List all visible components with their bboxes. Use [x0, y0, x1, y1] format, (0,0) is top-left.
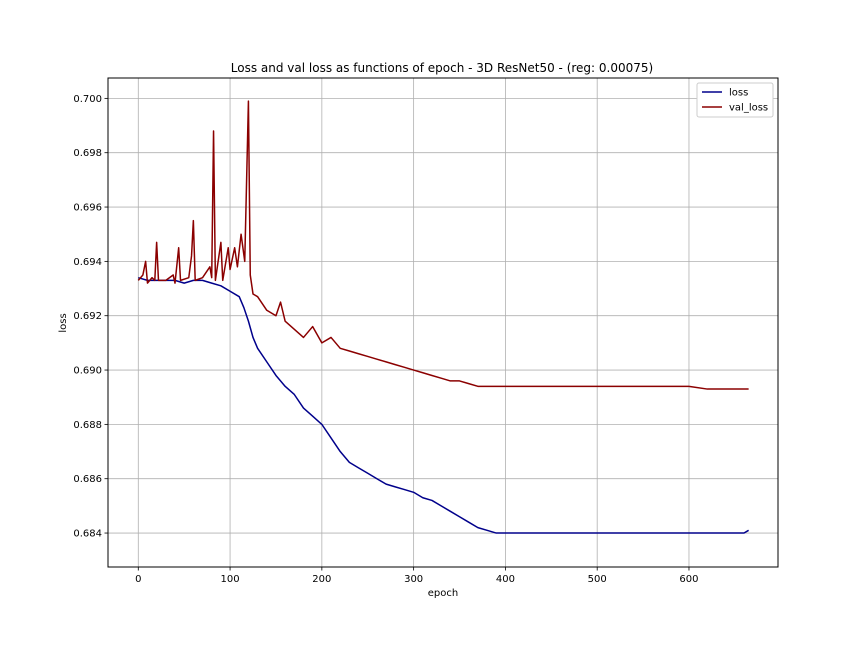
x-tick-label: 300	[404, 574, 423, 585]
x-tick-label: 0	[135, 574, 141, 585]
plot-frame	[107, 77, 779, 568]
y-tick-label: 0.700	[73, 94, 102, 105]
series-line-val-loss	[137, 100, 749, 390]
y-axis: 0.684 0.686 0.688 0.690 0.692 0.694 0.696 0.698…	[73, 94, 108, 540]
x-axis-title: epoch	[428, 588, 458, 599]
y-tick-label: 0.686	[73, 474, 102, 485]
x-axis: 0 100 200 300 400 500 600	[135, 567, 699, 585]
series-layer	[137, 100, 750, 534]
x-tick-label: 500	[588, 574, 607, 585]
chart-title: Loss and val loss as functions of epoch …	[231, 61, 653, 75]
y-tick-label: 0.692	[73, 311, 102, 322]
legend-label-val-loss: val_loss	[729, 103, 768, 114]
y-tick-label: 0.696	[73, 203, 102, 214]
x-tick-label: 200	[312, 574, 331, 585]
y-tick-label: 0.694	[73, 257, 102, 268]
y-axis-title: loss	[58, 313, 69, 332]
y-tick-label: 0.690	[73, 366, 102, 377]
series-line-loss	[138, 276, 750, 534]
x-tick-label: 600	[679, 574, 698, 585]
x-tick-label: 400	[496, 574, 515, 585]
grid	[108, 78, 778, 567]
legend-label-loss: loss	[729, 88, 748, 99]
y-tick-label: 0.688	[73, 420, 102, 431]
x-tick-label: 100	[221, 574, 240, 585]
y-tick-label: 0.698	[73, 148, 102, 159]
legend: loss val_loss	[696, 82, 774, 118]
y-tick-label: 0.684	[73, 529, 102, 540]
